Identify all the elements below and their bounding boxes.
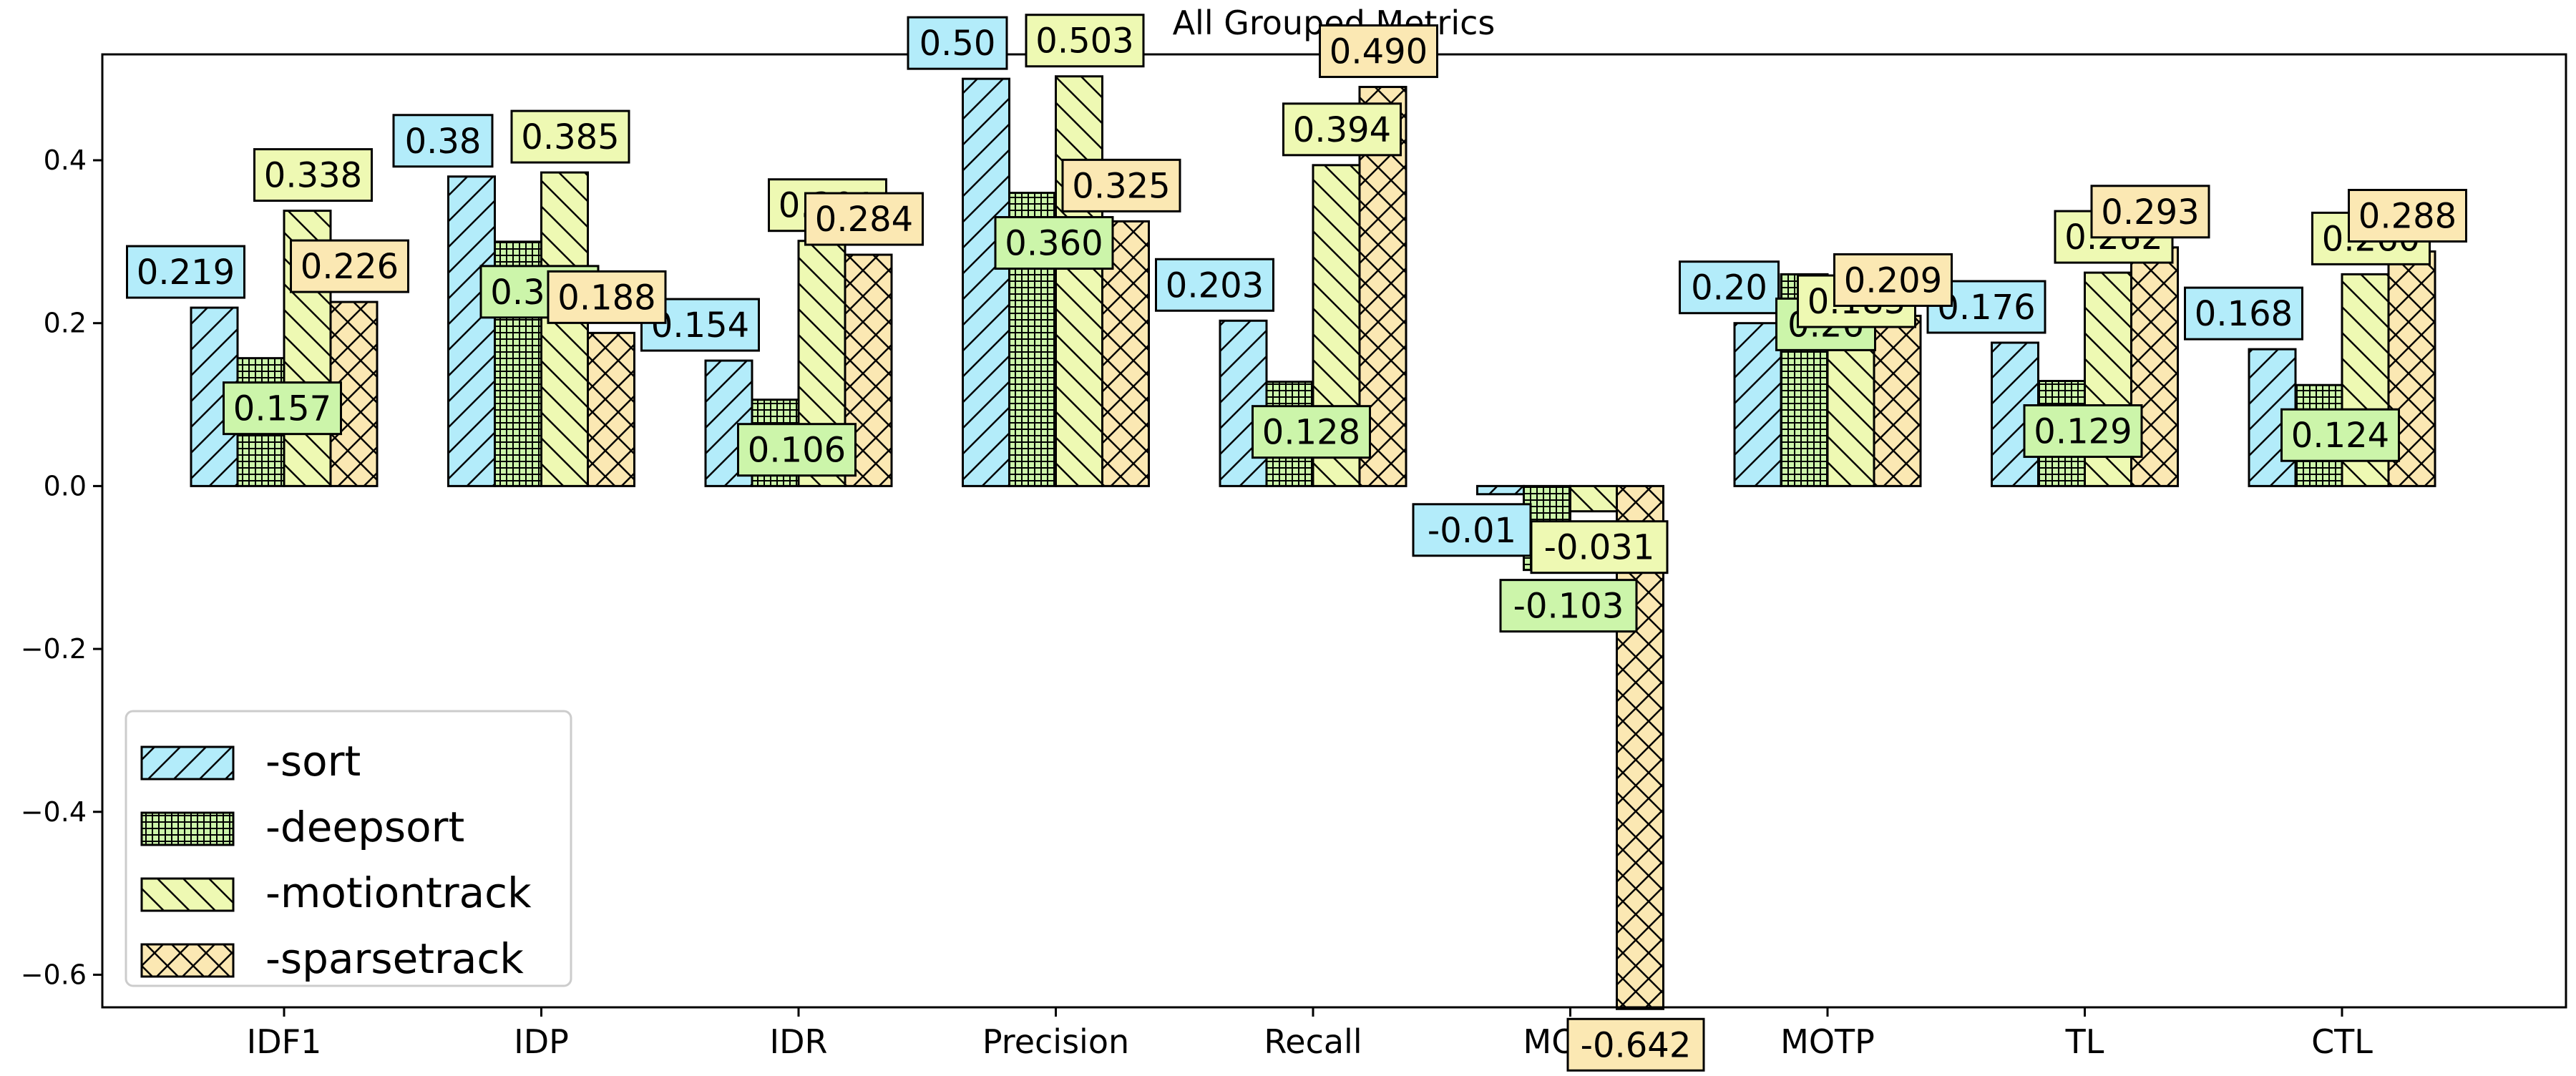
data-label-sort: 0.219: [126, 245, 245, 299]
data-label-sparsetrack: 0.325: [1061, 158, 1181, 212]
svg-text:0.219: 0.219: [137, 253, 235, 293]
data-label-sort: 0.168: [2184, 286, 2303, 341]
data-label-motiontrack: 0.394: [1282, 102, 1402, 157]
svg-text:0.385: 0.385: [521, 117, 619, 157]
legend-swatch-motiontrack: [140, 877, 235, 912]
legend-swatch-sort: [140, 745, 235, 781]
svg-text:0.128: 0.128: [1262, 413, 1360, 453]
y-tick-label: 0.0: [44, 470, 87, 502]
data-label-sort: -0.01: [1412, 503, 1532, 557]
svg-text:-0.103: -0.103: [1513, 587, 1624, 627]
bar-sort-mota: [1476, 484, 1525, 496]
svg-text:0.203: 0.203: [1166, 265, 1264, 305]
svg-text:-0.642: -0.642: [1581, 1025, 1692, 1065]
bar-sort-idp: [447, 175, 496, 487]
data-label-sparsetrack: 0.288: [2348, 189, 2467, 243]
svg-text:0.360: 0.360: [1005, 224, 1103, 264]
data-label-motiontrack: -0.031: [1530, 520, 1669, 574]
y-tick-label: −0.4: [21, 796, 87, 828]
data-label-deepsort: 0.128: [1252, 405, 1371, 459]
data-labels-layer: 0.219 0.38 0.154 0.50 0.203 -0.01 0.20 0.176 0.1…: [126, 14, 2467, 1072]
svg-text:0.38: 0.38: [405, 122, 482, 162]
svg-text:0.168: 0.168: [2195, 294, 2293, 334]
svg-text:-0.01: -0.01: [1428, 511, 1516, 551]
svg-text:0.394: 0.394: [1293, 110, 1391, 150]
data-label-sparsetrack: 0.188: [547, 270, 667, 324]
data-label-sort: 0.38: [392, 114, 494, 168]
data-label-sparsetrack: -0.642: [1566, 1017, 1705, 1072]
svg-text:0.325: 0.325: [1072, 166, 1170, 206]
x-tick-label-ctl: CTL: [2311, 1022, 2373, 1061]
bar-motiontrack-idp: [540, 171, 589, 487]
x-tick-label-idp: IDP: [514, 1022, 569, 1061]
data-label-deepsort: 0.360: [994, 216, 1114, 270]
data-label-deepsort: 0.157: [223, 381, 342, 436]
data-label-sort: 0.203: [1155, 258, 1274, 312]
bar-sparsetrack-motp: [1873, 314, 1922, 487]
data-label-sort: 0.50: [907, 16, 1008, 70]
y-tick-label: −0.2: [21, 633, 87, 665]
y-tick-label: −0.6: [21, 959, 87, 990]
data-label-deepsort: 0.129: [2023, 404, 2143, 459]
data-label-motiontrack: 0.338: [253, 148, 373, 202]
bar-motiontrack-precision: [1055, 75, 1103, 487]
x-tick-label-idf1: IDF1: [247, 1022, 322, 1061]
data-label-sparsetrack: 0.226: [290, 239, 409, 293]
y-tick-label: 0.4: [44, 145, 87, 176]
svg-text:0.50: 0.50: [919, 24, 996, 64]
svg-text:0.284: 0.284: [815, 200, 913, 240]
data-label-motiontrack: 0.385: [510, 109, 630, 164]
data-label-sort: 0.20: [1679, 260, 1780, 315]
data-label-deepsort: -0.103: [1499, 579, 1638, 633]
data-label-deepsort: 0.106: [737, 423, 857, 477]
svg-text:0.490: 0.490: [1330, 32, 1428, 72]
legend-label-motiontrack: -motiontrack: [265, 869, 532, 917]
svg-text:0.154: 0.154: [651, 305, 749, 346]
bar-motiontrack-mota: [1569, 484, 1618, 513]
svg-text:0.209: 0.209: [1844, 260, 1942, 300]
legend-swatch-deepsort: [140, 811, 235, 846]
data-label-sparsetrack: 0.209: [1833, 253, 1953, 307]
data-label-sparsetrack: 0.490: [1319, 24, 1438, 79]
data-label-motiontrack: 0.503: [1025, 14, 1145, 68]
y-tick-label: 0.2: [44, 308, 87, 339]
svg-text:0.176: 0.176: [1937, 288, 2035, 328]
bar-sort-motp: [1733, 322, 1782, 487]
x-tick-label-motp: MOTP: [1780, 1022, 1875, 1061]
svg-text:0.188: 0.188: [557, 278, 655, 318]
svg-text:0.129: 0.129: [2034, 412, 2132, 452]
bar-sort-precision: [962, 77, 1010, 487]
svg-text:-0.031: -0.031: [1544, 528, 1655, 568]
svg-text:0.293: 0.293: [2101, 192, 2199, 233]
legend-swatch-sparsetrack: [140, 943, 235, 978]
svg-text:0.20: 0.20: [1691, 268, 1767, 308]
data-label-sparsetrack: 0.293: [2090, 185, 2210, 239]
bar-sparsetrack-idp: [587, 331, 635, 487]
legend-frame: [125, 710, 572, 987]
svg-text:0.124: 0.124: [2291, 416, 2389, 456]
x-tick-label-tl: TL: [2065, 1022, 2104, 1061]
svg-text:0.157: 0.157: [233, 389, 331, 429]
x-tick-label-idr: IDR: [770, 1022, 828, 1061]
data-label-deepsort: 0.124: [2280, 408, 2400, 462]
data-label-sparsetrack: 0.284: [804, 192, 924, 246]
svg-text:0.338: 0.338: [264, 156, 362, 196]
svg-text:0.503: 0.503: [1035, 21, 1133, 62]
legend-label-sort: -sort: [265, 737, 361, 786]
legend-label-deepsort: -deepsort: [265, 803, 464, 851]
legend: -sort -deepsort -motiontrack -sparsetrack: [125, 710, 572, 987]
legend-label-sparsetrack: -sparsetrack: [265, 934, 524, 983]
bar-motiontrack-motp: [1826, 336, 1875, 487]
svg-text:0.288: 0.288: [2358, 197, 2457, 237]
svg-text:0.106: 0.106: [748, 431, 846, 471]
x-tick-label-recall: Recall: [1264, 1022, 1362, 1061]
x-tick-label-precision: Precision: [982, 1022, 1129, 1061]
bar-sort-recall: [1219, 319, 1268, 487]
svg-text:0.226: 0.226: [301, 247, 399, 287]
